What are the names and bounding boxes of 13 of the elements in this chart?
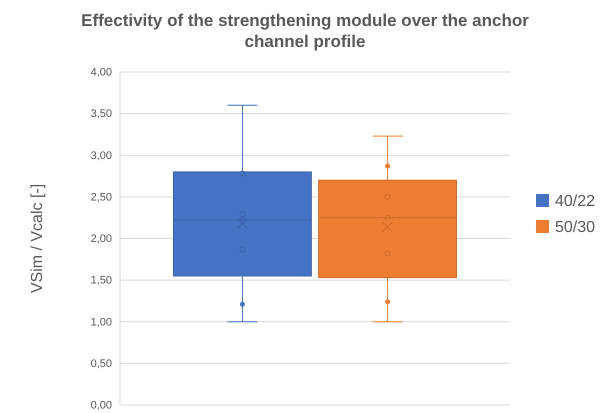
- legend-label: 50/30: [555, 219, 596, 236]
- y-tick-label: 3,00: [90, 150, 112, 162]
- y-tick-label: 4,00: [90, 66, 112, 79]
- legend-label: 40/22: [555, 193, 596, 210]
- y-tick-label: 2,50: [90, 191, 112, 204]
- y-tick-label: 2,00: [90, 233, 112, 246]
- y-axis-title: VSim / Vcalc [-]: [29, 184, 46, 294]
- y-tick-label: 0,00: [90, 400, 112, 412]
- chart-title: Effectivity of the strengthening module over the anchor channel profile: [81, 11, 530, 51]
- y-tick-label: 3,50: [90, 108, 112, 120]
- y-tick-label: 1,00: [90, 316, 112, 328]
- y-tick-label: 1,50: [90, 274, 112, 287]
- y-tick-label: 0,50: [90, 358, 112, 370]
